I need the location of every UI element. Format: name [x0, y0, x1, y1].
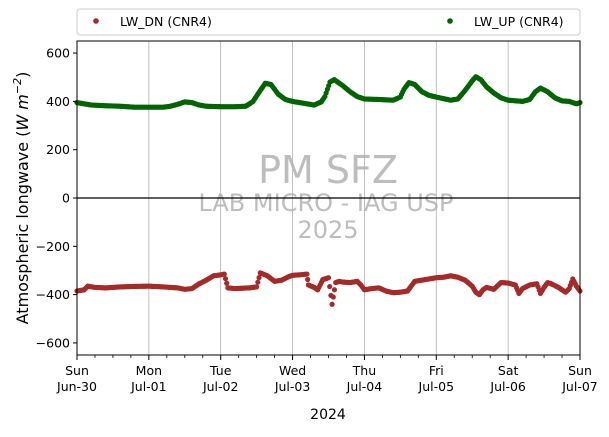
x-tick-label-date: Jun-30	[56, 379, 97, 394]
data-point	[255, 279, 261, 285]
x-axis: SunJun-30MonJul-01TueJul-02WedJul-03ThuJ…	[56, 355, 598, 394]
y-axis-label: Atmospheric longwave (W m−2)	[11, 72, 32, 325]
x-tick-label-date: Jul-01	[130, 379, 167, 394]
y-tick-label: −200	[36, 239, 70, 254]
series-lw-dn	[74, 270, 583, 307]
x-tick-label-date: Jul-07	[561, 379, 598, 394]
y-axis: −600 −400 −200 0 200 400 600	[36, 46, 77, 350]
x-tick-label-date: Jul-02	[202, 379, 239, 394]
x-tick-label-date: Jul-05	[418, 379, 455, 394]
data-point	[254, 284, 260, 290]
y-tick-label: 400	[46, 94, 70, 109]
data-point	[330, 294, 336, 300]
data-point	[224, 280, 230, 286]
series-lw-up	[74, 74, 583, 110]
data-point	[221, 271, 227, 277]
data-point	[331, 287, 338, 293]
data-point	[329, 301, 335, 307]
legend-label: LW_DN (CNR4)	[120, 14, 212, 29]
data-point	[325, 275, 332, 281]
x-axis-label: 2024	[310, 407, 346, 423]
data-point	[222, 276, 229, 282]
watermark-line-2: LAB MICRO - IAG USP	[198, 189, 453, 217]
legend-marker	[93, 18, 99, 24]
y-tick-label: −600	[36, 335, 70, 350]
legend-box	[76, 8, 581, 36]
legend: LW_DN (CNR4) LW_UP (CNR4)	[76, 8, 581, 36]
legend-marker	[447, 18, 453, 24]
x-tick-label-day: Sun	[568, 363, 592, 378]
y-tick-label: 0	[62, 191, 70, 206]
x-tick-label-day: Fri	[429, 363, 444, 378]
data-point	[304, 271, 310, 277]
data-point	[256, 274, 262, 281]
x-tick-label-day: Mon	[136, 363, 162, 378]
x-tick-label-day: Wed	[279, 363, 306, 378]
x-tick-label-date: Jul-04	[346, 379, 383, 394]
y-tick-label: 600	[46, 46, 70, 61]
legend-label: LW_UP (CNR4)	[474, 14, 564, 29]
data-point	[327, 283, 333, 290]
y-tick-label: 200	[46, 142, 70, 157]
data-point	[305, 276, 311, 283]
x-tick-label-day: Tue	[209, 363, 232, 378]
y-tick-label: −400	[36, 287, 70, 302]
y-axis-label-text: Atmospheric longwave (W m−2)	[11, 72, 32, 325]
watermark-line-3: 2025	[297, 216, 358, 244]
x-tick-label-date: Jul-06	[489, 379, 526, 394]
x-tick-label-day: Sun	[65, 363, 89, 378]
watermark: PM SFZ LAB MICRO - IAG USP 2025	[198, 148, 453, 244]
watermark-line-1: PM SFZ	[258, 148, 398, 192]
x-tick-label-date: Jul-03	[274, 379, 311, 394]
x-tick-label-day: Sat	[498, 363, 519, 378]
x-tick-label-day: Thu	[352, 363, 376, 378]
